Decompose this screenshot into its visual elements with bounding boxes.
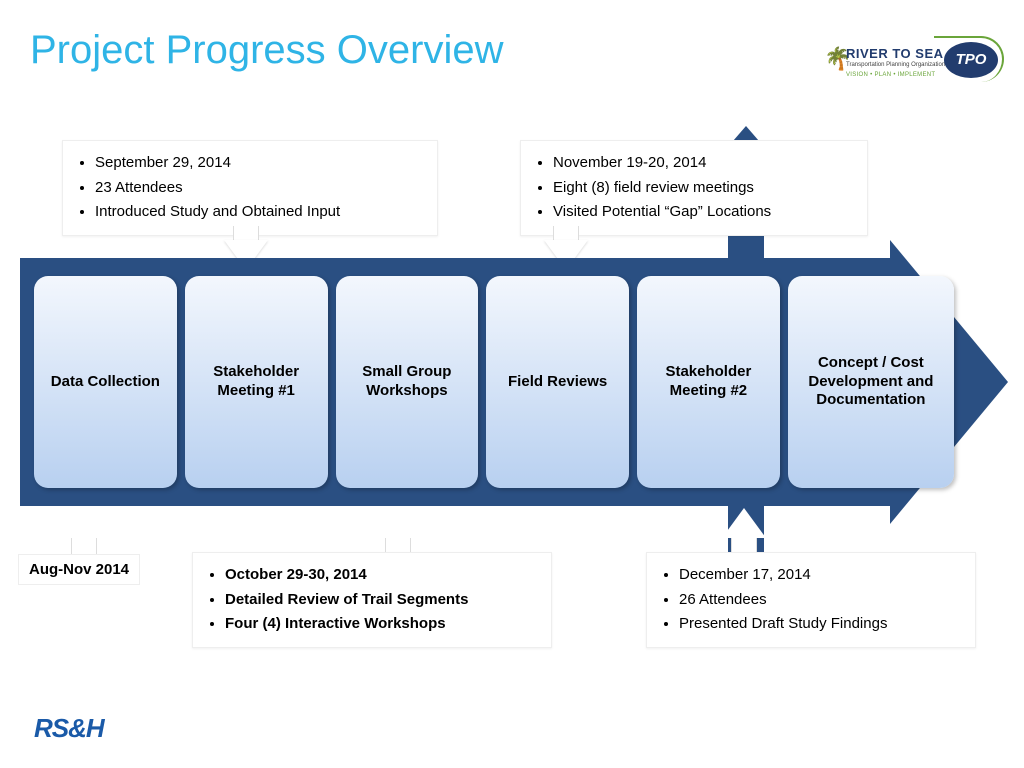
process-steps: Data Collection Stakeholder Meeting #1 S… <box>34 276 954 488</box>
logo-tpo-badge: TPO <box>944 42 998 78</box>
pointer-stem <box>233 226 259 240</box>
step-concept-cost: Concept / Cost Development and Documenta… <box>788 276 954 488</box>
step-stakeholder-2: Stakeholder Meeting #2 <box>637 276 780 488</box>
pointer-up-icon <box>376 508 420 538</box>
logo-vpi: VISION • PLAN • IMPLEMENT <box>846 72 935 78</box>
callout-field-reviews: November 19-20, 2014 Eight (8) field rev… <box>520 140 868 236</box>
logo-brand-text: RIVER TO SEA <box>846 46 944 61</box>
logo-tagline: Transportation Planning Organization <box>846 62 945 68</box>
callout-item: Visited Potential “Gap” Locations <box>553 200 851 225</box>
callout-item: September 29, 2014 <box>95 151 421 176</box>
callout-item: Four (4) Interactive Workshops <box>225 612 535 637</box>
callout-item: Introduced Study and Obtained Input <box>95 200 421 225</box>
callout-list: November 19-20, 2014 Eight (8) field rev… <box>553 151 851 225</box>
step-workshops: Small Group Workshops <box>336 276 479 488</box>
step-field-reviews: Field Reviews <box>486 276 629 488</box>
pointer-up-icon <box>722 508 766 538</box>
callout-item: Detailed Review of Trail Segments <box>225 588 535 613</box>
step-data-collection: Data Collection <box>34 276 177 488</box>
callout-item: 23 Attendees <box>95 176 421 201</box>
callout-item: December 17, 2014 <box>679 563 959 588</box>
callout-item: Presented Draft Study Findings <box>679 612 959 637</box>
rsh-logo: RS&H <box>34 713 104 744</box>
callout-item: November 19-20, 2014 <box>553 151 851 176</box>
slide: Project Progress Overview 🌴 RIVER TO SEA… <box>0 0 1024 768</box>
pointer-stem <box>71 538 97 554</box>
callout-list: September 29, 2014 23 Attendees Introduc… <box>95 151 421 225</box>
callout-list: October 29-30, 2014 Detailed Review of T… <box>225 563 535 637</box>
pointer-stem <box>553 226 579 240</box>
callout-workshops: October 29-30, 2014 Detailed Review of T… <box>192 552 552 648</box>
page-title: Project Progress Overview <box>30 28 503 73</box>
river-to-sea-logo: 🌴 RIVER TO SEA Transportation Planning O… <box>824 40 1004 90</box>
callout-item: 26 Attendees <box>679 588 959 613</box>
pointer-up-icon <box>62 508 106 538</box>
date-range-tag: Aug-Nov 2014 <box>18 554 140 585</box>
callout-list: December 17, 2014 26 Attendees Presented… <box>679 563 959 637</box>
step-stakeholder-1: Stakeholder Meeting #1 <box>185 276 328 488</box>
callout-item: October 29-30, 2014 <box>225 563 535 588</box>
callout-stakeholder-2: December 17, 2014 26 Attendees Presented… <box>646 552 976 648</box>
callout-stakeholder-1: September 29, 2014 23 Attendees Introduc… <box>62 140 438 236</box>
callout-item: Eight (8) field review meetings <box>553 176 851 201</box>
